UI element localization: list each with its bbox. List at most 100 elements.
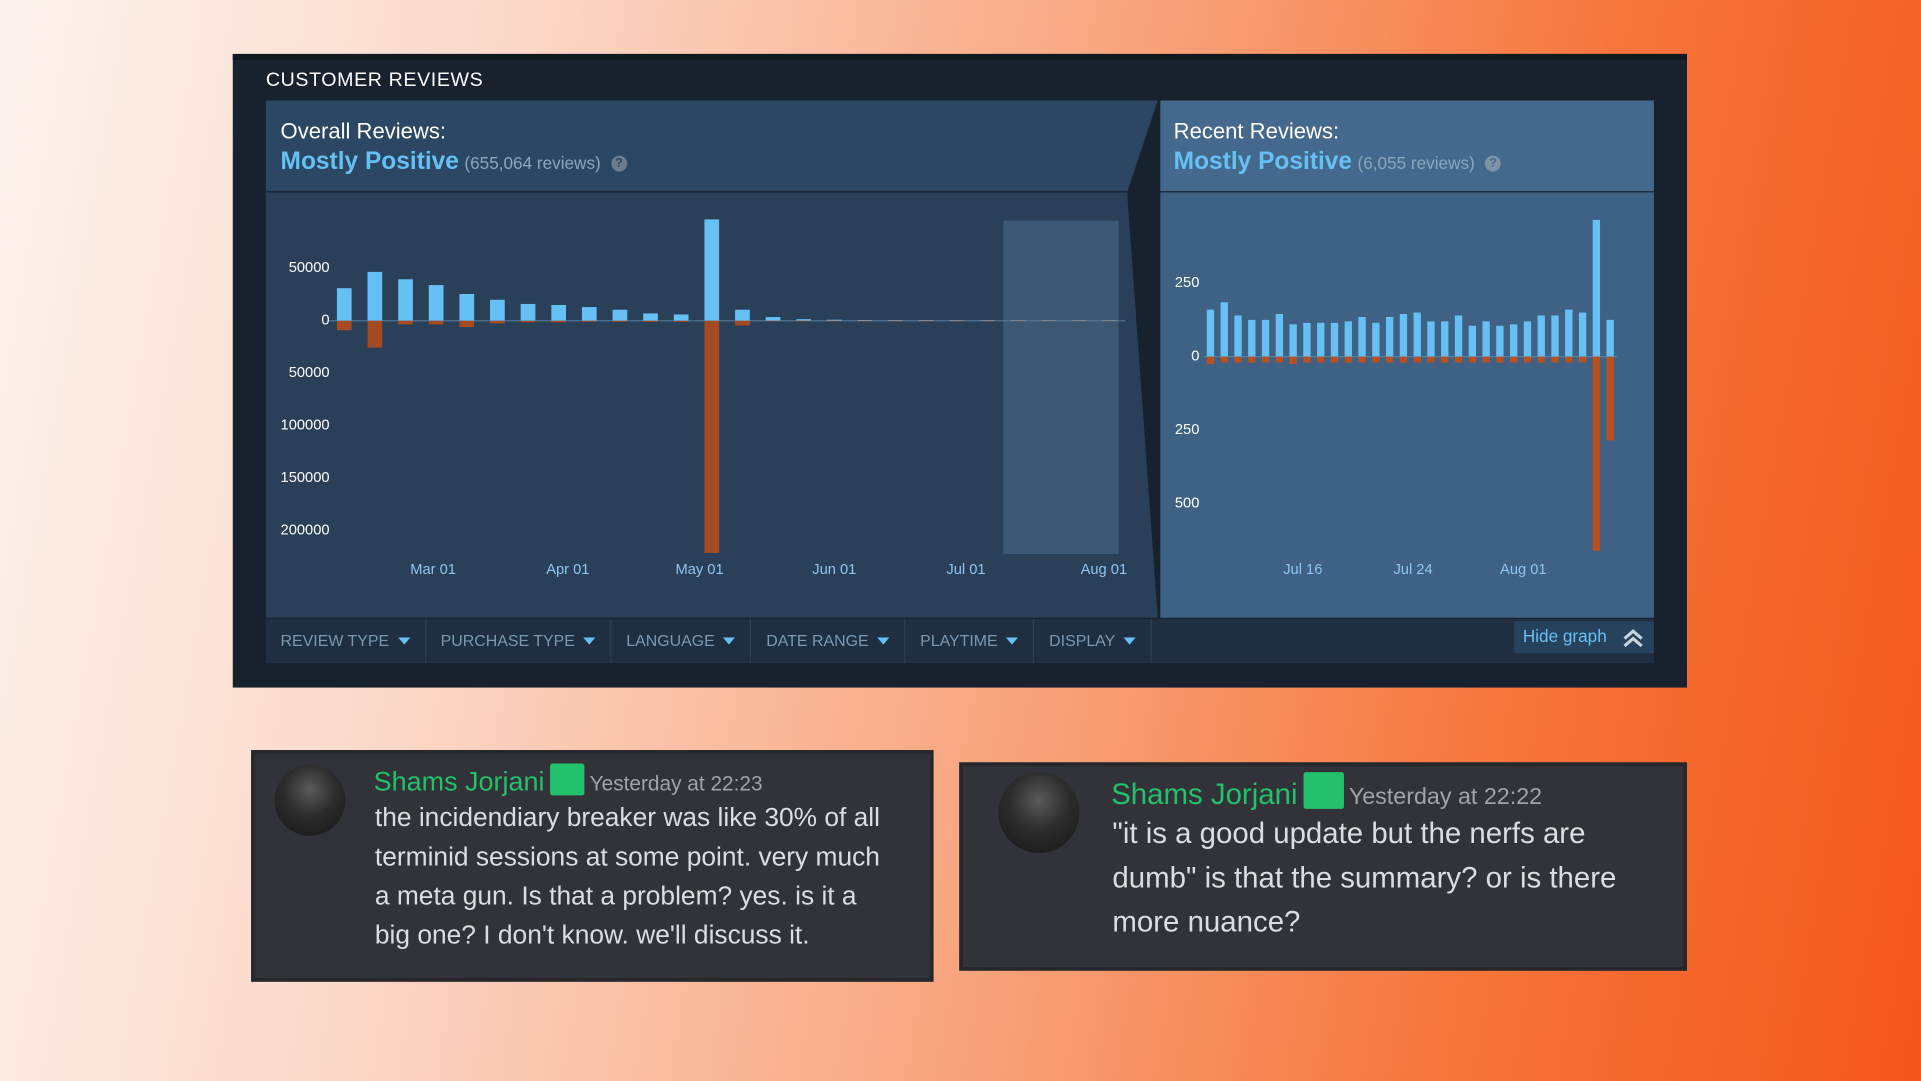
timestamp: Yesterday at 22:23 bbox=[589, 772, 763, 796]
bar bbox=[1206, 309, 1215, 357]
bar bbox=[1330, 356, 1339, 363]
bar bbox=[1275, 356, 1284, 363]
bar bbox=[1303, 322, 1311, 357]
bar bbox=[1275, 314, 1284, 357]
bar bbox=[1523, 356, 1532, 363]
bar bbox=[367, 271, 383, 321]
filter-dropdown[interactable]: DATE RANGE bbox=[752, 618, 906, 664]
y-tick-label: 0 bbox=[321, 313, 329, 329]
dropdown-arrow bbox=[583, 637, 596, 645]
bar bbox=[1427, 321, 1435, 357]
bar bbox=[980, 320, 995, 321]
section-title: CUSTOMER REVIEWS bbox=[265, 69, 484, 91]
bar bbox=[1592, 356, 1601, 551]
dropdown-arrow bbox=[723, 637, 736, 645]
bar bbox=[1399, 356, 1408, 363]
bar bbox=[398, 320, 413, 325]
filter-dropdown[interactable]: PURCHASE TYPE bbox=[426, 618, 612, 664]
bar bbox=[1385, 356, 1394, 363]
dropdown-arrow bbox=[877, 637, 890, 645]
summary-label: Overall Reviews: bbox=[280, 118, 447, 144]
bar bbox=[949, 320, 965, 322]
bar bbox=[581, 320, 597, 322]
bar bbox=[1551, 356, 1559, 363]
bar bbox=[336, 288, 352, 321]
bar bbox=[1358, 316, 1366, 357]
bar bbox=[459, 293, 475, 321]
bar bbox=[1578, 312, 1587, 357]
bar bbox=[490, 299, 505, 321]
bar bbox=[1454, 315, 1463, 357]
help-icon[interactable]: ? bbox=[611, 155, 628, 172]
bar bbox=[1496, 356, 1504, 363]
filter-dropdown[interactable]: LANGUAGE bbox=[612, 618, 752, 664]
message-line: big one? I don't know. we'll discuss it. bbox=[374, 920, 810, 950]
x-tick-label: Jun 01 bbox=[812, 562, 856, 578]
bar bbox=[1413, 356, 1421, 363]
chevron-icon bbox=[1623, 629, 1643, 648]
author[interactable]: Shams Jorjani bbox=[1111, 778, 1298, 812]
bar bbox=[1606, 356, 1614, 441]
bar bbox=[1330, 322, 1339, 357]
bar bbox=[1427, 356, 1435, 363]
bar bbox=[1565, 356, 1573, 363]
summary-label: Recent Reviews: bbox=[1173, 118, 1340, 144]
filter-label: PURCHASE TYPE bbox=[440, 631, 575, 650]
bar bbox=[1102, 320, 1118, 322]
bar bbox=[826, 319, 842, 321]
filter-dropdown[interactable]: PLAYTIME bbox=[905, 618, 1035, 664]
bar bbox=[1041, 320, 1057, 322]
filters: REVIEW TYPE PURCHASE TYPE LANGUAGE DATE RAN… bbox=[266, 618, 1153, 664]
bar bbox=[1289, 324, 1297, 357]
y-tick-label: 50000 bbox=[289, 260, 330, 276]
author[interactable]: Shams Jorjani bbox=[373, 766, 545, 797]
timestamp: Yesterday at 22:22 bbox=[1348, 784, 1543, 811]
bar bbox=[398, 279, 413, 321]
filter-label: DISPLAY bbox=[1049, 631, 1116, 650]
x-tick-label: May 01 bbox=[675, 562, 723, 578]
bar bbox=[1523, 321, 1532, 357]
y-tick-label: 250 bbox=[1175, 275, 1200, 291]
message-line: a meta gun. Is that a problem? yes. is i… bbox=[374, 881, 857, 911]
bar bbox=[1372, 322, 1380, 357]
bar bbox=[490, 320, 505, 324]
chat-message bbox=[251, 750, 934, 982]
separator bbox=[1127, 100, 1161, 618]
bar bbox=[1565, 309, 1573, 357]
bar bbox=[612, 320, 628, 322]
bar bbox=[1482, 321, 1490, 357]
help-icon[interactable]: ? bbox=[1485, 155, 1502, 172]
bar bbox=[1496, 325, 1504, 357]
y-tick-label: 0 bbox=[1191, 349, 1199, 365]
bar bbox=[1234, 356, 1242, 363]
message-line: dumb" is that the summary? or is there bbox=[1112, 861, 1617, 895]
filter-dropdown[interactable]: DISPLAY bbox=[1034, 618, 1153, 664]
dropdown-arrow bbox=[397, 637, 410, 645]
filter-label: LANGUAGE bbox=[626, 631, 715, 650]
x-tick-label: Jul 16 bbox=[1283, 562, 1322, 578]
bar bbox=[673, 320, 689, 322]
bar bbox=[1041, 320, 1057, 321]
bar bbox=[1454, 356, 1463, 363]
bar bbox=[1592, 219, 1601, 357]
bar bbox=[1071, 320, 1087, 321]
badge-icon bbox=[549, 763, 585, 796]
bar bbox=[1206, 356, 1215, 365]
bar bbox=[1551, 315, 1559, 357]
bar bbox=[428, 285, 444, 321]
bar bbox=[1317, 356, 1325, 363]
message-header: Shams Jorjani Yesterday at 22:22 bbox=[1111, 772, 1542, 812]
bar bbox=[1578, 356, 1587, 363]
overall-header bbox=[265, 100, 1158, 192]
filter-dropdown[interactable]: REVIEW TYPE bbox=[266, 618, 426, 664]
bar bbox=[735, 309, 750, 321]
bar bbox=[949, 320, 965, 321]
x-tick-label: Aug 01 bbox=[1500, 562, 1547, 578]
bar bbox=[857, 320, 873, 322]
bar bbox=[1344, 356, 1352, 363]
bar bbox=[918, 320, 934, 322]
bar bbox=[1510, 324, 1518, 357]
hide-graph-button[interactable]: Hide graph bbox=[1514, 621, 1654, 654]
